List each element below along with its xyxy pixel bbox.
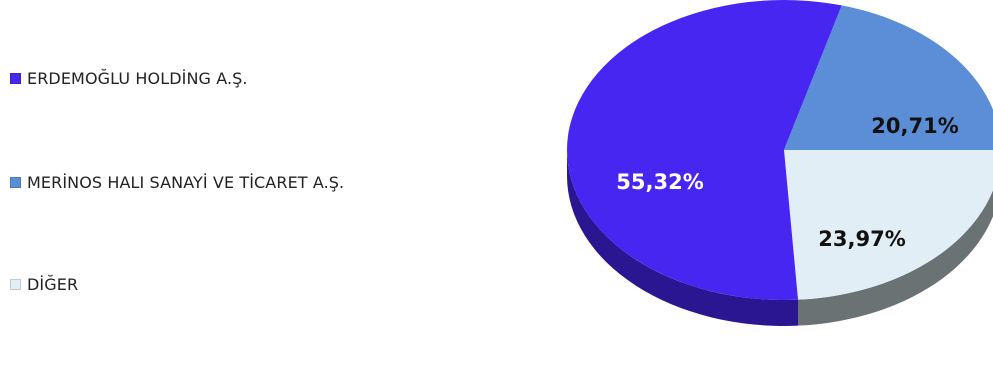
legend-item-erdemoglu: ERDEMOĞLU HOLDİNG A.Ş. [10, 69, 248, 88]
legend-label-erdemoglu: ERDEMOĞLU HOLDİNG A.Ş. [27, 69, 248, 88]
legend-item-merinos: MERİNOS HALI SANAYİ VE TİCARET A.Ş. [10, 173, 344, 192]
data-label-diger: 23,97% [818, 227, 905, 251]
pie-side-diger [798, 190, 993, 326]
chart-legend: ERDEMOĞLU HOLDİNG A.Ş. MERİNOS HALI SANA… [10, 0, 490, 370]
legend-swatch-erdemoglu [10, 73, 21, 84]
pie-slice-merinos [784, 5, 993, 150]
legend-swatch-diger [10, 279, 21, 290]
legend-label-merinos: MERİNOS HALI SANAYİ VE TİCARET A.Ş. [27, 173, 345, 192]
pie-side-erdemoglu [567, 150, 799, 327]
legend-swatch-merinos [10, 177, 21, 188]
data-label-erdemoglu: 55,32% [616, 170, 703, 194]
legend-label-diger: DİĞER [27, 275, 79, 294]
pie-slice-erdemoglu [567, 0, 842, 301]
pie-slice-diger [784, 150, 993, 300]
legend-item-diger: DİĞER [10, 275, 78, 294]
data-label-merinos: 20,71% [871, 114, 958, 138]
